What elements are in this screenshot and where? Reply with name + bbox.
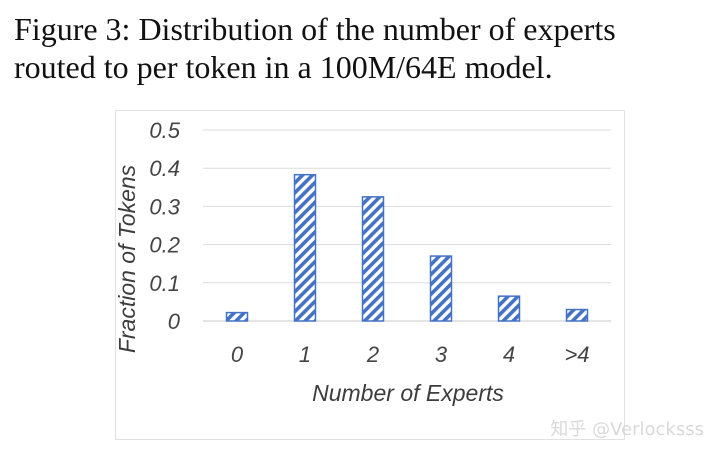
bars [225, 173, 589, 322]
bar-5 [565, 308, 589, 322]
bar-1 [293, 173, 317, 322]
y-tick-label: 0.1 [149, 271, 180, 296]
caption-line-1: Figure 3: Distribution of the number of … [14, 11, 616, 47]
y-tick-label: 0.2 [149, 233, 180, 258]
x-tick-label: 1 [299, 342, 311, 367]
bar-3 [429, 255, 453, 322]
y-tick-label: 0.5 [149, 118, 180, 143]
figure-caption: Figure 3: Distribution of the number of … [14, 10, 714, 86]
x-tick-label: 0 [231, 342, 244, 367]
bar-0 [225, 311, 249, 322]
y-tick-label: 0.4 [149, 156, 180, 181]
x-tick-label: 4 [503, 342, 515, 367]
y-tick-label: 0.3 [149, 194, 180, 219]
x-tick-labels: 0 1 2 3 4 >4 [231, 342, 590, 367]
x-tick-label: >4 [564, 342, 589, 367]
bar-4 [497, 295, 521, 322]
x-tick-label: 3 [435, 342, 448, 367]
y-tick-labels: 0 0.1 0.2 0.3 0.4 0.5 [149, 118, 180, 334]
bar-2 [361, 196, 385, 322]
watermark: 知乎 @Verlocksss [550, 419, 704, 440]
y-tick-label: 0 [168, 309, 181, 334]
caption-line-2: routed to per token in a 100M/64E model. [14, 49, 553, 85]
y-axis-title: Fraction of Tokens [114, 164, 140, 353]
gridlines [203, 129, 611, 322]
x-axis-title: Number of Experts [312, 380, 504, 406]
x-tick-label: 2 [366, 342, 379, 367]
